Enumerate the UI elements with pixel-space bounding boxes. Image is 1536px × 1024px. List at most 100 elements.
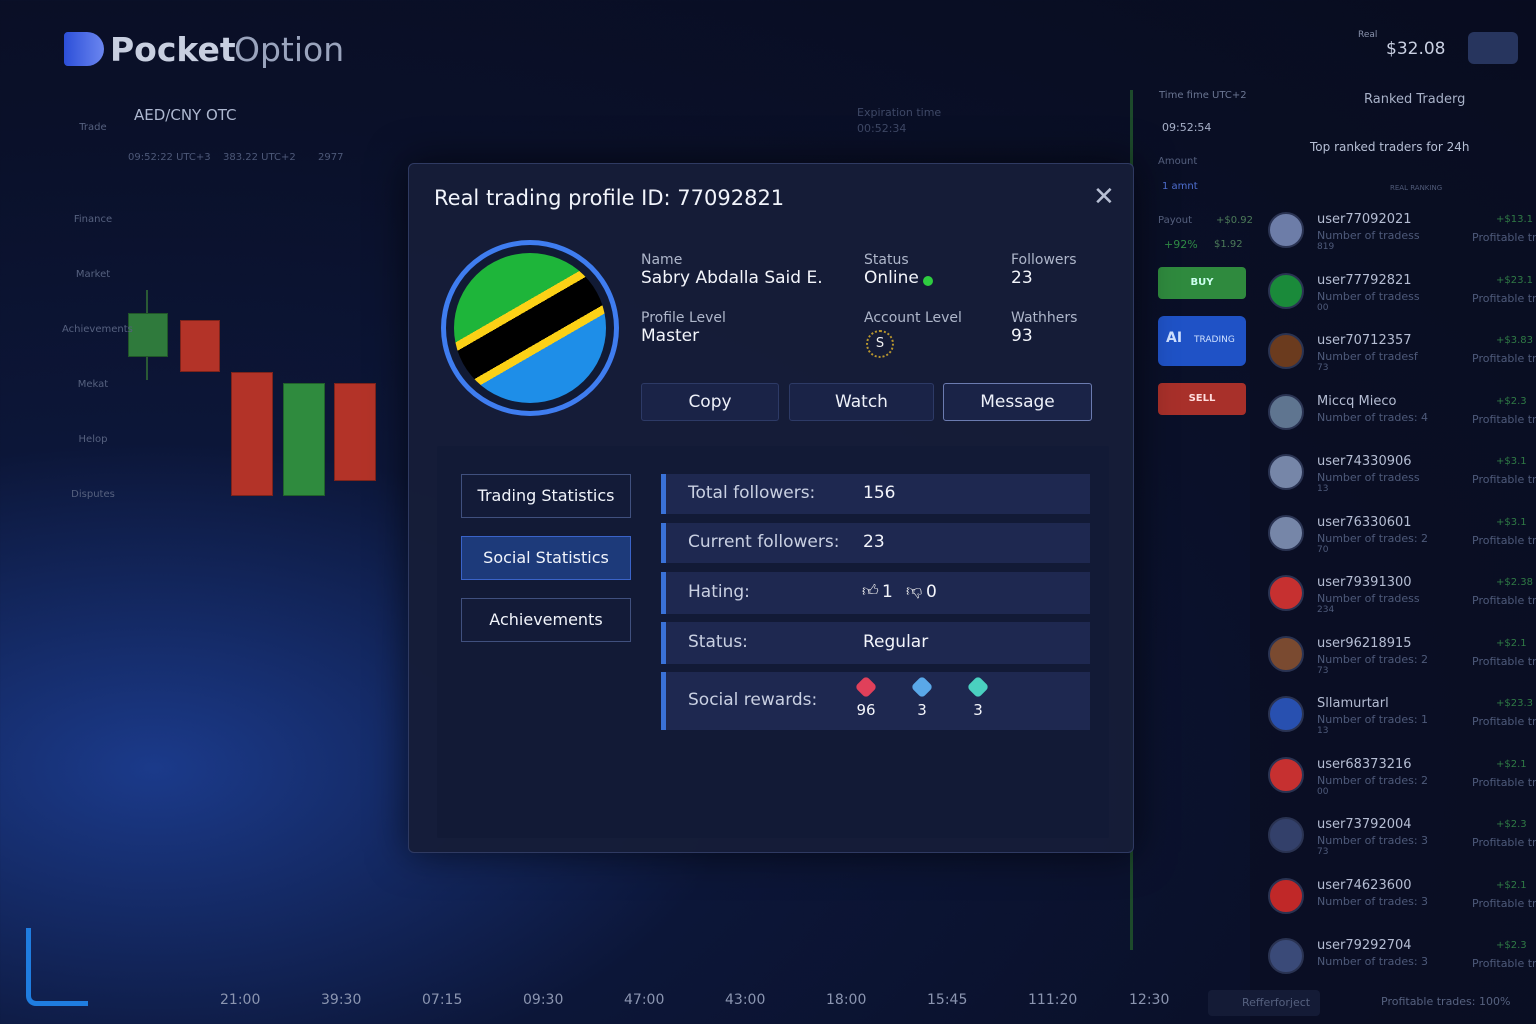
trader-avatar[interactable] <box>1268 333 1304 369</box>
toolbar-info: 09:52:22 UTC+3 <box>128 152 211 163</box>
trader-status: Profitable tr <box>1472 836 1536 849</box>
trader-name[interactable]: user74623600 <box>1317 877 1412 893</box>
logo-mark <box>64 32 104 66</box>
candle <box>283 383 325 496</box>
sidebar-item[interactable]: Achievements <box>62 324 133 335</box>
ranking-filter[interactable]: Top ranked traders for 24h <box>1310 140 1470 154</box>
time-label: 12:30 <box>1129 992 1170 1008</box>
trader-count: 00 <box>1317 786 1329 797</box>
trader-trades: Number of trades: 3 <box>1317 955 1429 968</box>
tab[interactable]: Trading Statistics <box>461 474 631 518</box>
trader-name[interactable]: user76330601 <box>1317 514 1412 530</box>
time-label: 43:00 <box>725 992 766 1008</box>
trader-name[interactable]: user74330906 <box>1317 454 1412 469</box>
ranking-subheader: REAL RANKING <box>1390 184 1443 192</box>
trader-count: 00 <box>1317 302 1329 313</box>
trader-avatar[interactable] <box>1268 696 1304 732</box>
reward-icon <box>910 675 934 699</box>
time-label: 47:00 <box>624 992 665 1008</box>
trader-name[interactable]: user73792004 <box>1317 817 1412 832</box>
field-value: Sabry Abdalla Said E. <box>641 268 823 288</box>
dislikes: 0 <box>926 582 937 602</box>
trader-trades: Number of tradess <box>1317 229 1420 242</box>
action-button[interactable]: Copy <box>641 383 779 421</box>
field-value: 93 <box>1011 326 1033 346</box>
trader-name[interactable]: Miccq Mieco <box>1317 393 1397 409</box>
trader-status: Profitable tr <box>1472 654 1536 668</box>
trader-status: Profitable tr <box>1472 533 1536 547</box>
trader-trades: Number of trades: 2 <box>1317 773 1429 787</box>
trader-profit: +$2.3 <box>1496 940 1527 951</box>
time-label: 111:20 <box>1028 992 1078 1008</box>
field-label: Followers <box>1011 252 1077 268</box>
trader-status: Profitable tr <box>1472 473 1536 486</box>
reward-icon <box>966 675 990 699</box>
reward-count: 3 <box>917 701 927 719</box>
corner-logo <box>26 928 88 1006</box>
field-label: Account Level <box>864 310 962 326</box>
time-label: 18:00 <box>826 992 867 1008</box>
stat-value: Regular <box>863 632 929 652</box>
amount-label: Amount <box>1158 156 1198 167</box>
trader-status: Profitable tr <box>1472 291 1536 305</box>
trader-count: 234 <box>1317 605 1335 615</box>
trader-name[interactable]: user96218915 <box>1317 635 1412 651</box>
modal-title: Real trading profile ID: 77092821 <box>434 186 785 210</box>
likes: 1 <box>882 582 893 602</box>
ai-button[interactable]: AI TRADING <box>1158 316 1246 366</box>
reward-count: 96 <box>856 701 876 719</box>
trader-avatar[interactable] <box>1268 938 1304 974</box>
trader-name[interactable]: user77792821 <box>1317 272 1412 288</box>
field-label: Status <box>864 252 909 268</box>
tab[interactable]: Social Statistics <box>461 536 631 580</box>
sidebar-item[interactable]: Finance <box>73 214 113 225</box>
trader-name[interactable]: user68373216 <box>1317 756 1412 772</box>
trader-status: Profitable tr <box>1472 775 1536 789</box>
trader-avatar[interactable] <box>1268 575 1304 611</box>
time-label: 15:45 <box>927 992 968 1008</box>
field-value: Master <box>641 326 700 346</box>
trader-avatar[interactable] <box>1268 877 1304 914</box>
sidebar-item[interactable]: Mekat <box>77 379 109 390</box>
sidebar-item[interactable]: Helop <box>78 434 108 445</box>
footer-link[interactable]: Refferforject <box>1208 990 1320 1016</box>
trader-status: Profitable tr <box>1472 231 1536 244</box>
trader-status: Profitable tr <box>1472 896 1536 910</box>
field-value: Online <box>864 268 919 288</box>
trader-trades: Number of trades: 3 <box>1317 834 1429 847</box>
field-value: 23 <box>1011 268 1033 288</box>
action-button[interactable]: Message <box>943 383 1092 421</box>
pair[interactable]: AED/CNY OTC <box>134 106 237 124</box>
balance-label: Real <box>1358 30 1378 40</box>
trader-trades: Number of tradess <box>1317 289 1420 303</box>
trader-name[interactable]: Sllamurtarl <box>1317 696 1389 711</box>
trader-name[interactable]: user79292704 <box>1317 938 1412 953</box>
stat-row: Hating: 👍︎ 1 👎︎ 0 <box>661 572 1090 614</box>
sidebar-item[interactable]: Trade <box>79 122 107 133</box>
buy-button[interactable]: BUY <box>1158 267 1246 299</box>
time-label: Time fime UTC+2 <box>1159 90 1247 101</box>
trader-avatar[interactable] <box>1268 635 1304 672</box>
stat-label: Current followers: <box>688 532 840 552</box>
trader-avatar[interactable] <box>1268 272 1304 309</box>
tab[interactable]: Achievements <box>461 598 631 642</box>
sidebar-item[interactable]: Disputes <box>71 489 115 500</box>
trader-profit: +$2.1 <box>1496 637 1527 649</box>
trader-name[interactable]: user70712357 <box>1317 333 1412 348</box>
trader-name[interactable]: user77092021 <box>1317 212 1412 227</box>
time-label: 39:30 <box>321 992 362 1008</box>
action-button[interactable]: Watch <box>789 383 934 421</box>
close-button[interactable]: ✕ <box>1093 182 1115 212</box>
trader-avatar[interactable] <box>1268 393 1304 430</box>
trader-avatar[interactable] <box>1268 756 1304 793</box>
wallet-btn[interactable] <box>1468 32 1518 64</box>
trader-name[interactable]: user79391300 <box>1317 575 1412 590</box>
trader-avatar[interactable] <box>1268 514 1304 551</box>
trader-avatar[interactable] <box>1268 817 1304 853</box>
sidebar-item[interactable]: Market <box>75 269 111 280</box>
trader-avatar[interactable] <box>1268 212 1304 248</box>
logo-bold: Pocket <box>110 30 236 69</box>
trader-avatar[interactable] <box>1268 454 1304 490</box>
sell-button[interactable]: SELL <box>1158 383 1246 415</box>
toolbar-info: 383.22 UTC+2 <box>223 152 296 163</box>
